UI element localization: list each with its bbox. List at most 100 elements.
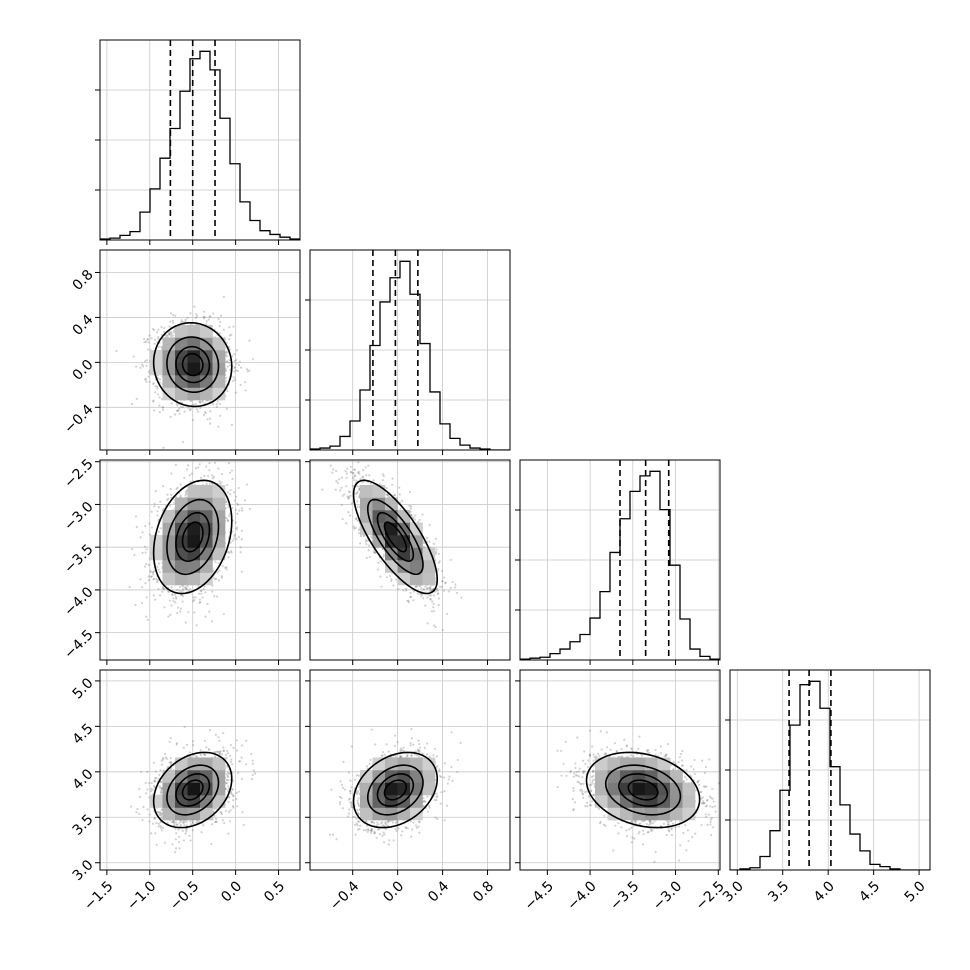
sample-point — [341, 807, 344, 810]
sample-point — [177, 409, 180, 412]
sample-point — [409, 514, 413, 517]
sample-point — [157, 328, 160, 331]
sample-point — [391, 483, 394, 486]
sample-point — [438, 768, 441, 771]
sample-point — [650, 829, 653, 833]
sample-point — [385, 743, 388, 746]
sample-point — [355, 492, 359, 495]
sample-point — [231, 788, 234, 791]
sample-point — [347, 497, 350, 500]
sample-point — [176, 409, 179, 412]
sample-point — [682, 780, 686, 783]
sample-point — [572, 787, 575, 790]
sample-point — [199, 749, 202, 752]
sample-point — [213, 461, 217, 464]
sample-point — [449, 586, 452, 590]
sample-point — [425, 753, 429, 756]
sample-point — [608, 755, 611, 758]
sample-point — [338, 800, 342, 804]
sample-point — [239, 551, 242, 554]
sample-point — [365, 824, 369, 828]
sample-point — [592, 769, 595, 772]
sample-point — [194, 596, 197, 599]
sample-point — [231, 379, 235, 383]
sample-point — [347, 798, 351, 801]
sample-point — [147, 575, 150, 578]
density-cell — [385, 547, 398, 561]
sample-point — [161, 757, 165, 760]
sample-point — [346, 467, 349, 470]
sample-point — [357, 812, 360, 816]
sample-point — [672, 760, 675, 764]
density-cell — [162, 375, 176, 388]
sample-point — [200, 589, 203, 592]
sample-point — [196, 410, 200, 413]
sample-point — [410, 514, 413, 517]
sample-point — [370, 828, 373, 831]
sample-point — [454, 583, 457, 586]
sample-point — [394, 755, 397, 758]
sample-point — [708, 758, 711, 761]
sample-point — [199, 455, 201, 457]
sample-point — [150, 832, 153, 835]
sample-point — [392, 839, 395, 842]
panel-frame — [99, 39, 301, 241]
sample-point — [632, 755, 635, 758]
density-cell — [162, 337, 176, 351]
sample-point — [365, 556, 368, 559]
sample-point — [701, 800, 705, 803]
sample-point — [422, 588, 426, 591]
density-cell — [682, 782, 696, 796]
sample-point — [172, 321, 175, 325]
sample-point — [583, 750, 586, 753]
sample-point — [178, 412, 181, 415]
sample-point — [437, 597, 441, 600]
sample-point — [205, 482, 208, 485]
sample-point — [447, 778, 451, 781]
sample-point — [684, 824, 687, 827]
sample-point — [419, 746, 422, 749]
sample-point — [379, 822, 383, 825]
sample-point — [412, 599, 415, 602]
sample-point — [202, 753, 205, 756]
sample-point — [227, 519, 230, 523]
density-cell — [645, 807, 658, 821]
sample-point — [170, 586, 173, 589]
sample-point — [236, 805, 239, 808]
sample-point — [155, 776, 158, 780]
sample-point — [145, 562, 148, 566]
sample-point — [659, 751, 662, 755]
sample-point — [144, 781, 147, 785]
sample-point — [589, 790, 593, 793]
sample-point — [169, 331, 172, 334]
sample-point — [204, 753, 207, 756]
sample-point — [419, 592, 422, 596]
sample-point — [338, 803, 342, 806]
sample-point — [357, 820, 360, 823]
sample-point — [153, 409, 156, 412]
density-cell — [187, 362, 201, 376]
sample-point — [181, 320, 185, 323]
sample-point — [700, 797, 703, 800]
sample-point — [444, 581, 447, 584]
sample-point — [211, 474, 214, 477]
sample-point — [187, 611, 190, 614]
sample-point — [218, 402, 221, 406]
sample-point — [435, 755, 438, 758]
sample-point — [158, 571, 161, 574]
sample-point — [668, 830, 671, 833]
density-cell — [360, 807, 373, 821]
sample-point — [168, 590, 171, 594]
sample-point — [375, 824, 378, 827]
sample-point — [231, 539, 234, 542]
sample-point — [225, 778, 229, 782]
sample-point — [244, 381, 247, 384]
sample-point — [151, 822, 154, 825]
sample-point — [450, 766, 453, 769]
sample-point — [334, 488, 337, 491]
sample-point — [212, 403, 215, 406]
sample-point — [646, 750, 649, 753]
sample-point — [245, 763, 248, 766]
sample-point — [625, 745, 628, 748]
sample-point — [341, 494, 344, 497]
